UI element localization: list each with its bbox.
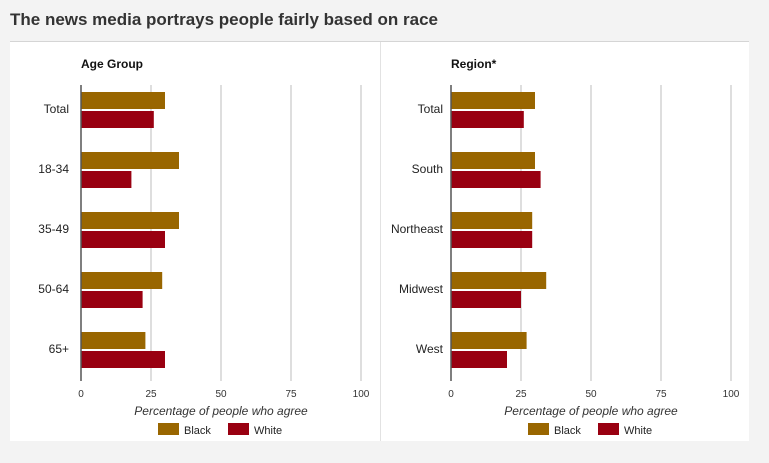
bar-0-white-4 bbox=[81, 351, 165, 368]
legend-label-0-black: Black bbox=[184, 425, 211, 437]
category-label-1-3: Midwest bbox=[399, 282, 444, 296]
category-label-1-1: South bbox=[412, 162, 443, 176]
category-label-0-4: 65+ bbox=[49, 342, 69, 356]
bar-1-white-1 bbox=[451, 171, 541, 188]
bar-1-black-2 bbox=[451, 212, 533, 229]
bar-0-white-3 bbox=[81, 291, 143, 308]
bar-0-white-2 bbox=[81, 231, 165, 248]
category-label-0-3: 50-64 bbox=[38, 282, 69, 296]
x-tick-label-0-4: 100 bbox=[353, 389, 370, 400]
legend-swatch-1-white bbox=[598, 423, 619, 435]
x-tick-label-0-1: 25 bbox=[145, 389, 157, 400]
bar-1-black-1 bbox=[451, 152, 535, 169]
x-tick-label-1-0: 0 bbox=[448, 389, 454, 400]
bar-0-black-3 bbox=[81, 272, 163, 289]
bar-1-white-3 bbox=[451, 291, 521, 308]
chart-panel: Age Group 0 25 50 75 100 Total 18-34 35-49 50-64 6… bbox=[10, 41, 749, 441]
bar-0-black-4 bbox=[81, 332, 146, 349]
legend-swatch-0-white bbox=[228, 423, 249, 435]
bar-0-black-2 bbox=[81, 212, 179, 229]
bar-0-black-1 bbox=[81, 152, 179, 169]
chart-title-0: Age Group bbox=[81, 57, 143, 71]
category-label-0-2: 35-49 bbox=[38, 222, 69, 236]
legend-label-1-white: White bbox=[624, 425, 652, 437]
legend-swatch-0-black bbox=[158, 423, 179, 435]
bar-1-white-0 bbox=[451, 111, 524, 128]
panel-divider bbox=[380, 42, 381, 441]
category-label-1-0: Total bbox=[418, 102, 443, 116]
x-tick-label-0-0: 0 bbox=[78, 389, 84, 400]
x-tick-label-1-3: 75 bbox=[655, 389, 667, 400]
x-tick-label-0-3: 75 bbox=[285, 389, 297, 400]
x-tick-label-1-1: 25 bbox=[515, 389, 527, 400]
legend-swatch-1-black bbox=[528, 423, 549, 435]
chart-title-1: Region* bbox=[451, 57, 497, 71]
category-label-1-2: Northeast bbox=[391, 222, 444, 236]
bar-0-black-0 bbox=[81, 92, 165, 109]
bar-charts: Age Group 0 25 50 75 100 Total 18-34 35-49 50-64 6… bbox=[38, 57, 740, 437]
bar-0-white-0 bbox=[81, 111, 154, 128]
bar-0-white-1 bbox=[81, 171, 132, 188]
x-tick-label-0-2: 50 bbox=[215, 389, 227, 400]
bar-1-black-4 bbox=[451, 332, 527, 349]
category-label-1-4: West bbox=[416, 342, 444, 356]
bar-1-white-2 bbox=[451, 231, 533, 248]
category-label-0-0: Total bbox=[44, 102, 69, 116]
x-axis-label-0: Percentage of people who agree bbox=[134, 404, 308, 418]
x-axis-label-1: Percentage of people who agree bbox=[504, 404, 678, 418]
bar-1-white-4 bbox=[451, 351, 507, 368]
x-tick-label-1-2: 50 bbox=[585, 389, 597, 400]
category-label-0-1: 18-34 bbox=[38, 162, 69, 176]
legend-label-0-white: White bbox=[254, 425, 282, 437]
page-title: The news media portrays people fairly ba… bbox=[10, 10, 438, 29]
x-tick-label-1-4: 100 bbox=[723, 389, 740, 400]
bar-1-black-0 bbox=[451, 92, 535, 109]
legend-label-1-black: Black bbox=[554, 425, 581, 437]
bar-1-black-3 bbox=[451, 272, 547, 289]
